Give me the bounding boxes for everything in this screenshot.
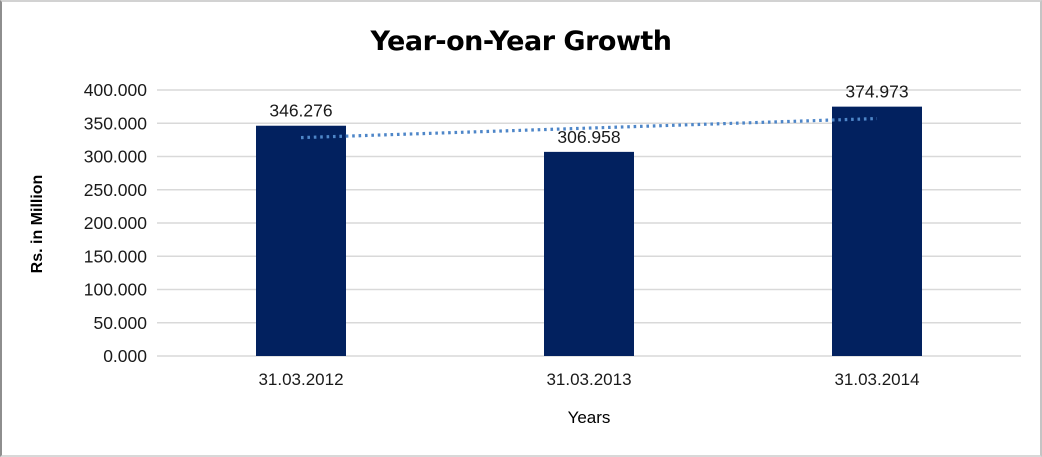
data-label: 346.276 — [269, 101, 332, 121]
y-tick-label: 400.000 — [84, 80, 148, 100]
y-tick-label: 200.000 — [84, 213, 148, 233]
bar — [832, 106, 922, 357]
x-tick-label: 31.03.2013 — [546, 370, 631, 389]
data-label: 306.958 — [557, 127, 620, 147]
y-tick-label: 250.000 — [84, 180, 148, 200]
data-label: 374.973 — [845, 82, 908, 102]
x-tick-label: 31.03.2014 — [834, 370, 919, 389]
y-tick-label: 300.000 — [84, 147, 148, 167]
x-axis-title: Years — [567, 408, 611, 427]
bar — [256, 125, 346, 356]
trendline — [300, 116, 878, 140]
y-tick-label: 150.000 — [84, 246, 148, 266]
y-tick-label: 100.000 — [84, 280, 148, 300]
x-tick-label: 31.03.2012 — [258, 370, 343, 389]
y-tick-label: 0.000 — [103, 346, 147, 366]
bar — [544, 151, 634, 356]
chart-title: Year-on-Year Growth — [370, 26, 672, 57]
y-tick-label: 350.000 — [84, 113, 148, 133]
y-tick-label: 50.000 — [93, 313, 147, 333]
